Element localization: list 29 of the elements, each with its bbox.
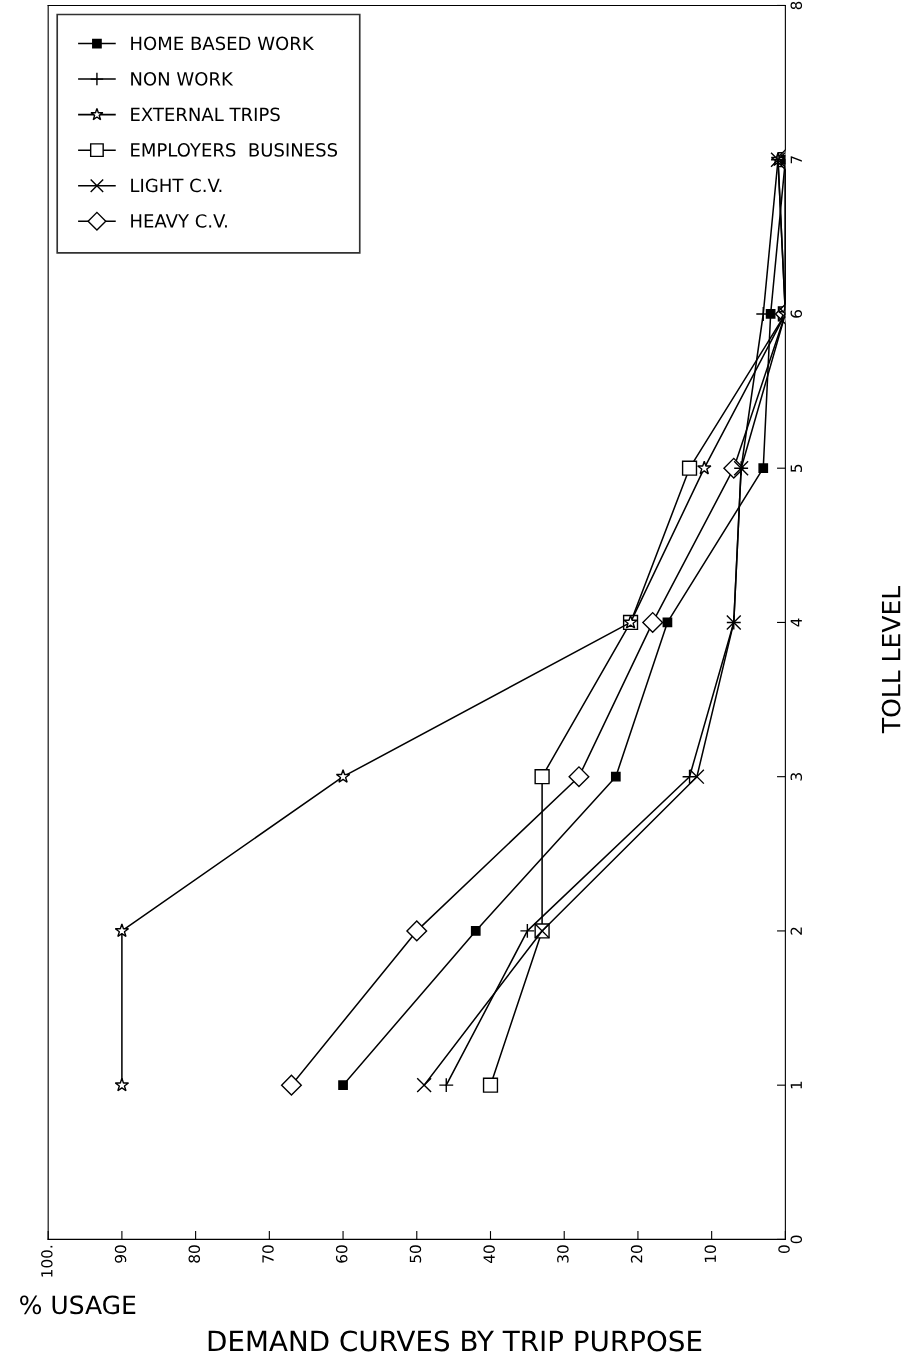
legend-label: EMPLOYERS BUSINESS <box>131 143 338 157</box>
x-tick-label: 40 <box>483 1245 495 1263</box>
y-tick-label: 5 <box>790 464 803 472</box>
y-tick-label: 3 <box>790 773 803 781</box>
legend-label: HEAVY C.V. <box>131 214 227 228</box>
y-tick-label: 6 <box>790 310 803 318</box>
x-tick-label: 100. <box>41 1245 53 1277</box>
x-tick-label: 60 <box>335 1245 348 1263</box>
x-tick-label: 30 <box>557 1245 569 1263</box>
legend-label: NON WORK <box>131 72 234 86</box>
y-tick-label: 7 <box>790 156 802 164</box>
y-axis-title: TOLL LEVEL <box>881 585 901 734</box>
y-tick-label: 1 <box>790 1081 802 1089</box>
x-tick-label: 0 <box>778 1245 790 1253</box>
x-tick-label: 70 <box>262 1245 274 1263</box>
y-tick-label: 2 <box>790 927 802 935</box>
y-tick-label: 0 <box>790 1235 803 1244</box>
legend-label: HOME BASED WORK <box>131 36 315 51</box>
x-tick-label: 20 <box>630 1245 643 1263</box>
x-tick-label: 80 <box>188 1245 201 1263</box>
x-axis-title: % USAGE <box>20 1295 136 1315</box>
y-tick-label: 4 <box>790 618 802 627</box>
text: DEMAND CURVES BY TRIP PURPOSE <box>208 1330 702 1352</box>
legend-label: LIGHT C.V. <box>131 178 222 193</box>
y-tick-label: 8 <box>790 1 803 10</box>
legend-label: EXTERNAL TRIPS <box>131 107 280 122</box>
x-tick-label: 10 <box>704 1245 717 1263</box>
x-tick-label: 50 <box>409 1245 422 1263</box>
x-tick-label: 90 <box>114 1245 127 1263</box>
